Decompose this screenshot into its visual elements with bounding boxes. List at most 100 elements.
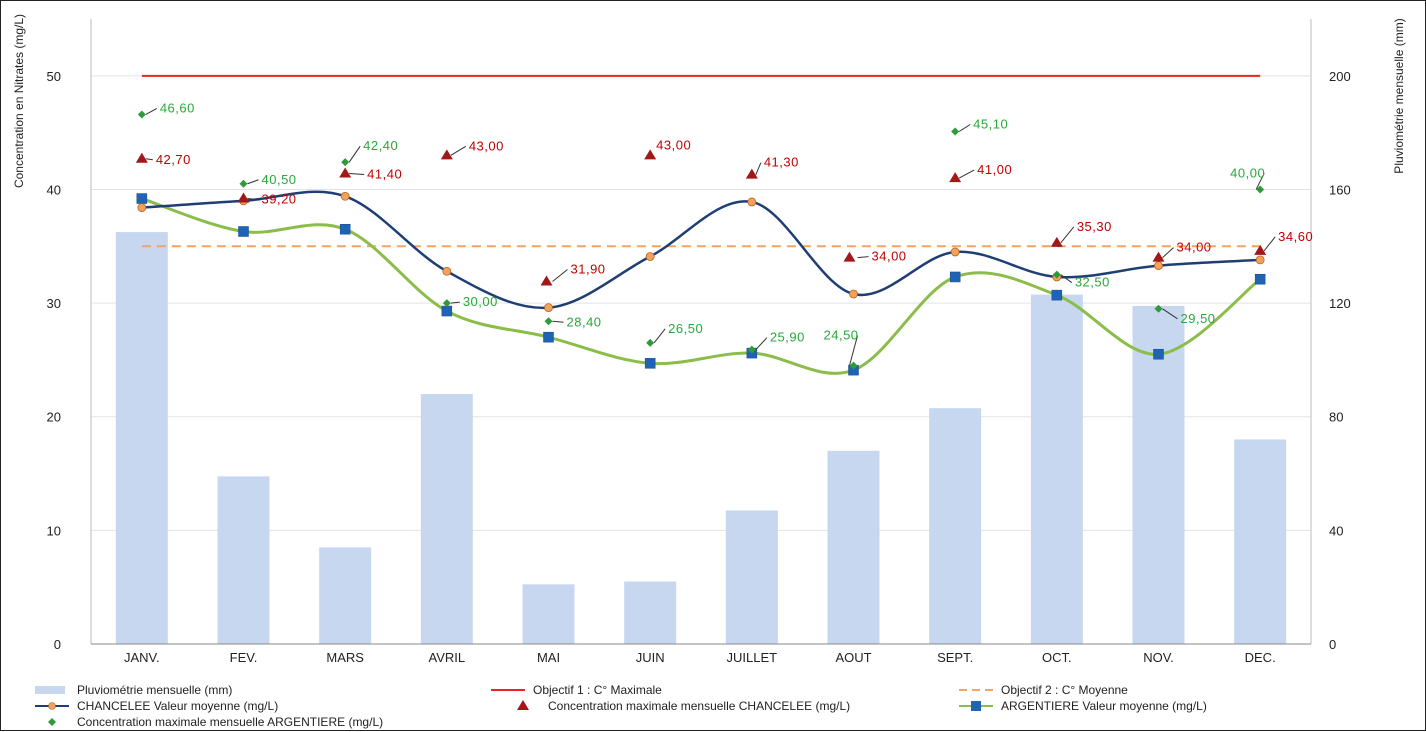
argentiere-mean-point-11: [1254, 273, 1266, 285]
legend-arg_mean-label: ARGENTIERE Valeur moyenne (mg/L): [1001, 699, 1207, 713]
chancelee-max-label-2: 41,40: [367, 167, 402, 182]
y2-tick-0: 0: [1329, 637, 1336, 652]
chancelee-max-point-3: [440, 149, 453, 160]
chancelee-max-point-0: [135, 152, 148, 163]
y-tick-20: 20: [47, 410, 61, 425]
argentiere-max-point-8: [951, 127, 960, 136]
argentiere-mean-point-9: [1051, 289, 1063, 301]
argentiere-max-label-8-leader: [958, 124, 971, 132]
chancelee-max-point-6: [745, 168, 758, 179]
rain-bar-1: [217, 476, 270, 644]
chancelee-mean-point-3: [442, 266, 452, 276]
chancelee-max-label-9-leader: [1060, 226, 1075, 244]
argentiere-max-point-5: [646, 338, 655, 347]
argentiere-mean-point-0: [136, 193, 148, 204]
argentiere-max-point-2: [341, 158, 350, 167]
argentiere-max-label-9-leader: [1060, 274, 1073, 284]
y-tick-30: 30: [47, 296, 61, 311]
rain-bar-11: [1234, 439, 1287, 644]
chancelee-max-point-7: [843, 251, 856, 262]
chancelee-max-label-11: 34,60: [1278, 229, 1313, 244]
legend-rain-label: Pluviométrie mensuelle (mm): [77, 683, 232, 697]
argentiere-max-label-7: 24,50: [824, 328, 859, 343]
rain-bar-0: [115, 232, 168, 644]
rain-bar-4: [522, 584, 575, 644]
y2-axis-title: Pluviométrie mensuelle (mm): [1392, 18, 1406, 173]
chancelee-max-label-3: 43,00: [469, 138, 504, 153]
tick-labels: 0 10 20 30 40 50 0 40 80 120 160 200 JANV. FEV. MARS AV…: [47, 69, 1351, 665]
argentiere-mean-point-8: [949, 271, 961, 283]
chancelee-max-point-9: [1050, 236, 1063, 247]
argentiere-mean-point-10: [1153, 348, 1164, 360]
chancelee-max-label-1-leader: [247, 198, 259, 201]
y-axis-title: Concentration en Nitrates (mg/L): [12, 14, 26, 188]
y2-tick-200: 200: [1329, 69, 1351, 84]
rain-bar-6: [725, 510, 778, 644]
chancelee-max-label-8-leader: [958, 169, 975, 179]
rainfall-bars: [115, 232, 1287, 644]
chancelee-max-label-7: 34,00: [872, 249, 907, 264]
rain-bar-9: [1030, 294, 1083, 644]
argentiere-max-point-3: [442, 299, 451, 308]
legend-chanc_mean-marker: [48, 702, 56, 710]
argentiere-max-point-11: [1256, 185, 1265, 194]
argentiere-max-point-0: [137, 110, 146, 119]
legend-arg_mean-marker: [971, 701, 981, 711]
argentiere-mean-point-1: [238, 226, 249, 237]
legend-obj2-label: Objectif 2 : C° Moyenne: [1001, 683, 1128, 697]
x-tick-7: AOUT: [835, 650, 871, 665]
chancelee-mean-point-4: [544, 303, 553, 313]
argentiere-mean-point-3: [441, 305, 453, 317]
argentiere-max-label-9: 32,50: [1075, 275, 1110, 290]
x-tick-1: FEV.: [230, 650, 258, 665]
chancelee-max-point-2: [339, 167, 352, 178]
gridlines: [91, 75, 1311, 531]
argentiere-max-label-6-leader: [755, 337, 768, 351]
x-tick-0: JANV.: [124, 650, 160, 665]
argentiere-max-label-7-leader: [849, 335, 858, 366]
y2-tick-160: 160: [1329, 182, 1351, 197]
x-tick-6: JUILLET: [727, 650, 778, 665]
chancelee-max-point-10: [1152, 251, 1165, 262]
series-markers: [135, 110, 1267, 376]
x-tick-2: MARS: [326, 650, 364, 665]
y-tick-10: 10: [47, 523, 61, 538]
y-tick-0: 0: [54, 637, 61, 652]
chancelee-max-label-8: 41,00: [977, 162, 1012, 177]
chancelee-mean-point-2: [340, 191, 350, 201]
argentiere-mean-point-5: [644, 358, 656, 369]
chancelee-mean-point-10: [1154, 261, 1163, 270]
legend-arg_max-label: Concentration maximale mensuelle ARGENTI…: [77, 715, 383, 729]
argentiere-max-point-6: [747, 345, 756, 354]
chancelee-max-label-9: 35,30: [1077, 219, 1112, 234]
argentiere-max-label-0-leader: [145, 108, 158, 115]
chancelee-max-point-4: [540, 275, 553, 286]
chancelee-mean-point-8: [950, 247, 960, 257]
chancelee-max-point-11: [1254, 244, 1267, 255]
argentiere-max-label-3-leader: [450, 301, 460, 304]
y2-tick-40: 40: [1329, 523, 1343, 538]
rain-bar-5: [624, 581, 677, 644]
legend-rain-swatch: [35, 686, 65, 694]
argentiere-max-label-10-leader: [1162, 308, 1178, 320]
legend-chanc_mean-label: CHANCELEE Valeur moyenne (mg/L): [77, 699, 278, 713]
argentiere-max-label-3: 30,00: [463, 294, 498, 309]
argentiere-max-label-11: 40,00: [1230, 165, 1265, 180]
x-tick-3: AVRIL: [429, 650, 466, 665]
chancelee-max-label-3-leader: [450, 145, 467, 156]
chancelee-mean-point-5: [645, 252, 655, 261]
axes: [90, 19, 1312, 645]
x-tick-9: OCT.: [1042, 650, 1072, 665]
x-tick-11: DEC.: [1245, 650, 1276, 665]
chancelee-max-label-11-leader: [1263, 236, 1276, 252]
chancelee-max-label-6: 41,30: [764, 155, 799, 170]
chancelee-mean-point-11: [1255, 255, 1265, 265]
chancelee-max-label-10: 34,00: [1177, 240, 1212, 255]
rain-bar-8: [929, 408, 982, 644]
argentiere-max-point-4: [544, 317, 553, 326]
y2-tick-80: 80: [1329, 410, 1343, 425]
chancelee-max-label-10-leader: [1162, 247, 1174, 259]
argentiere-max-label-6: 25,90: [770, 330, 805, 345]
argentiere-max-label-10: 29,50: [1181, 311, 1216, 326]
x-tick-4: MAI: [537, 650, 560, 665]
